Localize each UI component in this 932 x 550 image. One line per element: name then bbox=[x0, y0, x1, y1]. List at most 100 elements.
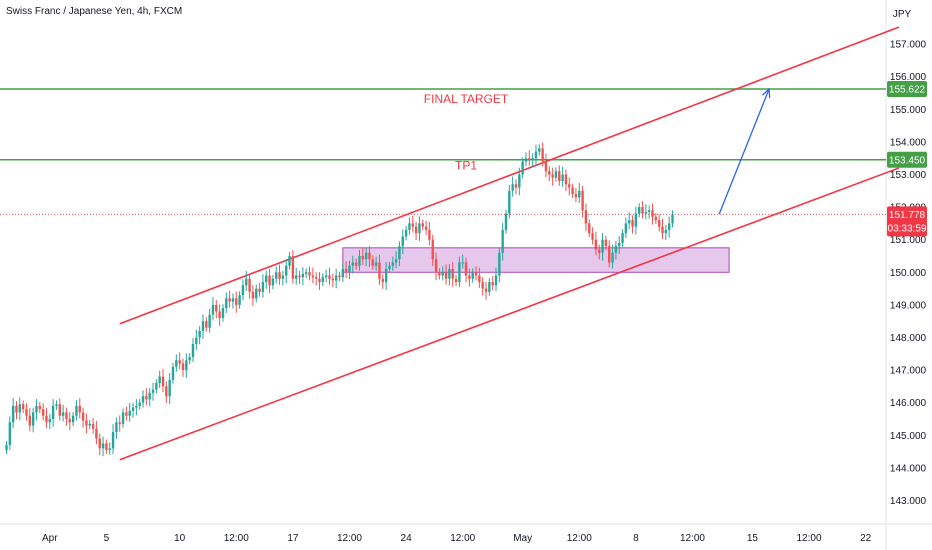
candle bbox=[521, 157, 524, 179]
projection-arrow-head bbox=[761, 87, 771, 99]
candle-body bbox=[414, 226, 418, 234]
candle bbox=[11, 398, 15, 429]
candle-body bbox=[368, 252, 371, 260]
candle-body bbox=[651, 210, 654, 217]
candle-body bbox=[318, 278, 321, 283]
candle-body bbox=[125, 412, 128, 416]
candle-body bbox=[308, 272, 311, 276]
candle-body bbox=[331, 278, 335, 281]
candle bbox=[15, 401, 18, 420]
price-tick-label: 145.000 bbox=[890, 431, 927, 442]
candle-body bbox=[634, 213, 638, 227]
candle-body bbox=[285, 265, 288, 276]
candle bbox=[295, 267, 298, 285]
support-zone-rectangle[interactable] bbox=[342, 247, 730, 273]
candle bbox=[148, 388, 151, 407]
candle bbox=[628, 212, 631, 230]
price-tick-label: 148.000 bbox=[890, 333, 927, 344]
candle bbox=[191, 338, 195, 362]
candle-body bbox=[221, 308, 225, 318]
candle bbox=[484, 281, 488, 300]
candle bbox=[657, 214, 661, 232]
candle bbox=[378, 254, 381, 285]
candle-body bbox=[328, 275, 331, 279]
candle bbox=[155, 379, 158, 394]
candle bbox=[98, 433, 101, 456]
candle bbox=[265, 270, 268, 289]
candle bbox=[664, 225, 668, 241]
candle-body bbox=[498, 252, 501, 276]
candle bbox=[261, 274, 265, 298]
current-price-label[interactable]: 151.778 03:33:59 bbox=[887, 206, 927, 237]
time-tick-label: 12:00 bbox=[797, 533, 822, 544]
current-price-text: 151.778 bbox=[889, 210, 926, 221]
candle-body bbox=[531, 158, 534, 160]
candle bbox=[275, 266, 278, 284]
candle-body bbox=[478, 275, 481, 283]
candle bbox=[584, 203, 588, 232]
price-tick-label: 156.000 bbox=[890, 72, 927, 83]
candle bbox=[51, 399, 55, 427]
candle bbox=[208, 308, 211, 333]
candle-body bbox=[667, 223, 671, 230]
candle-body bbox=[371, 259, 374, 266]
candle bbox=[448, 264, 451, 286]
candle-body bbox=[248, 278, 251, 292]
candle-body bbox=[398, 246, 401, 260]
candle bbox=[474, 266, 478, 281]
candle bbox=[48, 414, 51, 430]
candle-body bbox=[268, 275, 271, 286]
candle-body bbox=[458, 262, 461, 283]
candle bbox=[105, 439, 108, 454]
candle bbox=[125, 406, 128, 421]
candle-body bbox=[255, 288, 258, 299]
candle bbox=[281, 270, 285, 286]
candle bbox=[564, 169, 568, 192]
candle-body bbox=[591, 233, 594, 240]
candle-body bbox=[201, 321, 205, 331]
candle bbox=[588, 219, 591, 238]
channel-upper-line[interactable] bbox=[119, 26, 900, 325]
candle-body bbox=[534, 151, 538, 159]
candle-body bbox=[614, 246, 618, 253]
candle bbox=[258, 282, 261, 297]
candle bbox=[571, 183, 574, 198]
candle bbox=[508, 184, 511, 219]
candle-body bbox=[291, 255, 295, 279]
candle-body bbox=[298, 275, 301, 278]
candle-body bbox=[51, 405, 55, 419]
candle bbox=[28, 407, 32, 432]
candle bbox=[581, 185, 584, 218]
candle bbox=[578, 182, 581, 204]
candle-body bbox=[418, 223, 421, 234]
candle-body bbox=[491, 282, 494, 286]
time-tick-label: 10 bbox=[174, 533, 186, 544]
channel-lower-line[interactable] bbox=[119, 167, 900, 461]
level-price-label[interactable]: 155.622 bbox=[887, 81, 927, 98]
annotation-text[interactable]: TP1 bbox=[455, 159, 477, 173]
candle-body bbox=[38, 405, 41, 410]
level-price-label[interactable]: 153.450 bbox=[887, 151, 927, 168]
candle-body bbox=[644, 211, 648, 214]
candle-body bbox=[15, 405, 18, 413]
annotation-text[interactable]: FINAL TARGET bbox=[424, 92, 509, 106]
candle bbox=[341, 263, 345, 283]
candle-body bbox=[131, 407, 135, 411]
candle-body bbox=[11, 405, 15, 423]
candle bbox=[285, 258, 288, 284]
candle-body bbox=[384, 269, 388, 283]
candle-body bbox=[151, 389, 155, 393]
candle bbox=[305, 268, 308, 278]
candle-body bbox=[388, 265, 391, 270]
candle bbox=[238, 291, 241, 309]
candle bbox=[301, 267, 305, 285]
candle-body bbox=[241, 285, 245, 296]
candle bbox=[611, 244, 614, 269]
projection-arrow-line[interactable] bbox=[718, 88, 770, 215]
candle-body bbox=[468, 275, 471, 279]
candle-body bbox=[175, 360, 178, 367]
price-tick-label: 143.000 bbox=[890, 496, 927, 507]
candle bbox=[631, 215, 634, 234]
